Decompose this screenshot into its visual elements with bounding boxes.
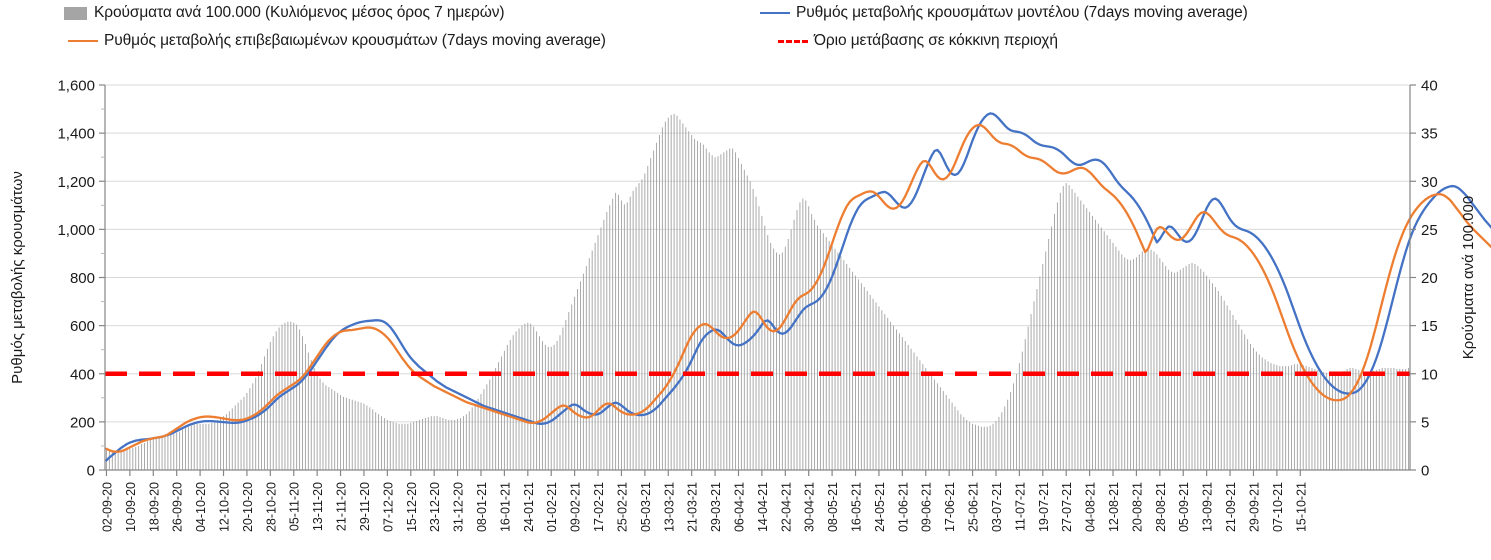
y-tick-label-right: 25 (1421, 222, 1438, 239)
y-tick-label-right: 5 (1421, 414, 1429, 431)
y-tick-label-left: 1,400 (57, 126, 95, 143)
dashed-line-swatch-icon (778, 39, 808, 43)
x-tick-label: 05-09-21 (1177, 482, 1191, 532)
y-tick-label-right: 40 (1421, 78, 1438, 95)
y-tick-label-right: 0 (1421, 463, 1429, 480)
x-tick-label: 04-08-21 (1084, 482, 1098, 532)
x-tick-label: 23-12-20 (428, 482, 442, 532)
x-tick-label: 22-04-21 (779, 482, 793, 532)
bar-series (105, 113, 1410, 470)
line-series-model (105, 112, 1491, 462)
plot-area-wrapper: 0 200 400 600 800 1,000 1,200 1,400 1,600 Ρυθμός … (0, 58, 1491, 560)
x-tick-label: 24-01-21 (522, 482, 536, 532)
x-tick-label: 27-07-21 (1060, 482, 1074, 532)
x-tick-label: 26-09-20 (171, 482, 185, 532)
y-tick-label-right: 20 (1421, 270, 1438, 287)
x-tick-label: 21-03-21 (686, 482, 700, 532)
x-tick-label: 31-12-20 (452, 482, 466, 532)
x-tick-label: 13-11-20 (311, 482, 325, 531)
x-tick-label: 03-07-21 (990, 482, 1004, 532)
x-tick-label: 29-11-20 (358, 482, 372, 531)
x-tick-label: 30-04-21 (803, 482, 817, 532)
legend-item-threshold[interactable]: Όριο μετάβασης σε κόκκινη περιοχή (778, 32, 1058, 50)
legend-item-bars[interactable]: Κρούσματα ανά 100.000 (Κυλιόμενος μέσος … (64, 4, 505, 22)
legend-label-model: Ρυθμός μεταβολής κρουσμάτων μοντέλου (7d… (796, 4, 1248, 21)
legend-label-threshold: Όριο μετάβασης σε κόκκινη περιοχή (814, 32, 1058, 49)
x-tick-label: 05-03-21 (639, 482, 653, 532)
x-tick-label: 17-06-21 (943, 482, 957, 532)
x-tick-label: 07-12-20 (381, 482, 395, 532)
x-tick-label: 13-09-21 (1201, 482, 1215, 532)
chart-legend: Κρούσματα ανά 100.000 (Κυλιόμενος μέσος … (0, 0, 1491, 58)
y-tick-label-left: 0 (87, 463, 95, 480)
x-tick-label: 20-08-21 (1130, 482, 1144, 532)
y-tick-label-right: 30 (1421, 174, 1438, 191)
x-tick-label: 02-09-20 (100, 482, 114, 532)
y-tick-label-left: 400 (70, 366, 95, 383)
y-tick-label-right: 35 (1421, 126, 1438, 143)
x-tick-label: 19-07-21 (1037, 482, 1051, 532)
x-tick-label: 05-11-20 (288, 482, 302, 531)
x-tick-label: 28-10-20 (264, 482, 278, 532)
x-tick-label: 16-01-21 (498, 482, 512, 532)
x-tick-label: 25-02-21 (615, 482, 629, 532)
x-tick-label: 11-07-21 (1013, 482, 1027, 531)
chart-svg: 02004006008001,0001,2001,4001,600Ρυθμός … (9, 78, 1491, 532)
x-tick-label: 13-03-21 (662, 482, 676, 532)
y-tick-label-left: 200 (70, 414, 95, 431)
x-tick-label: 12-08-21 (1107, 482, 1121, 532)
x-tick-label: 17-02-21 (592, 482, 606, 532)
x-tick-label: 15-12-20 (405, 482, 419, 532)
x-tick-label: 06-04-21 (732, 482, 746, 532)
x-tick-label: 29-09-21 (1247, 482, 1261, 532)
x-tick-label: 14-04-21 (756, 482, 770, 532)
y-tick-label-right: 10 (1421, 366, 1438, 383)
legend-label-bars: Κρούσματα ανά 100.000 (Κυλιόμενος μέσος … (94, 4, 505, 21)
line-swatch-icon-orange (68, 40, 98, 42)
x-tick-label: 29-03-21 (709, 482, 723, 532)
bar-swatch-icon (64, 6, 87, 20)
x-tick-label: 08-01-21 (475, 482, 489, 532)
x-tick-label: 21-09-21 (1224, 482, 1238, 532)
x-tick-label: 08-05-21 (826, 482, 840, 532)
x-tick-label: 28-08-21 (1154, 482, 1168, 532)
x-tick-label: 07-10-21 (1271, 482, 1285, 532)
x-tick-label: 01-02-21 (545, 482, 559, 532)
line-swatch-icon-blue (760, 12, 790, 14)
x-tick-label: 21-11-20 (335, 482, 349, 531)
x-tick-label: 15-10-21 (1294, 482, 1308, 532)
x-tick-label: 04-10-20 (194, 482, 208, 532)
y-tick-label-left: 1,200 (57, 174, 95, 191)
x-tick-label: 12-10-20 (218, 482, 232, 532)
x-tick-label: 16-05-21 (850, 482, 864, 532)
y-tick-label-right: 15 (1421, 318, 1438, 335)
y-axis-title-left: Ρυθμός μεταβολής κρουσμάτων (9, 171, 26, 384)
line-series-confirmed (105, 123, 1491, 453)
legend-item-model-line[interactable]: Ρυθμός μεταβολής κρουσμάτων μοντέλου (7d… (760, 4, 1248, 22)
x-tick-label: 20-10-20 (241, 482, 255, 532)
x-tick-label: 18-09-20 (147, 482, 161, 532)
y-tick-label-left: 800 (70, 270, 95, 287)
legend-item-confirmed-line[interactable]: Ρυθμός μεταβολής επιβεβαιωμένων κρουσμάτ… (68, 32, 606, 50)
x-tick-label: 09-02-21 (569, 482, 583, 532)
x-tick-label: 25-06-21 (967, 482, 981, 532)
x-tick-label: 24-05-21 (873, 482, 887, 532)
y-tick-label-left: 600 (70, 318, 95, 335)
y-axis-title-right: Κρούσματα ανά 100.000 (1460, 196, 1477, 359)
x-tick-label: 09-06-21 (920, 482, 934, 532)
legend-label-confirmed: Ρυθμός μεταβολής επιβεβαιωμένων κρουσμάτ… (104, 32, 606, 49)
x-tick-label: 10-09-20 (124, 482, 138, 532)
y-tick-label-left: 1,600 (57, 78, 95, 95)
x-tick-label: 01-06-21 (896, 482, 910, 532)
y-tick-label-left: 1,000 (57, 222, 95, 239)
